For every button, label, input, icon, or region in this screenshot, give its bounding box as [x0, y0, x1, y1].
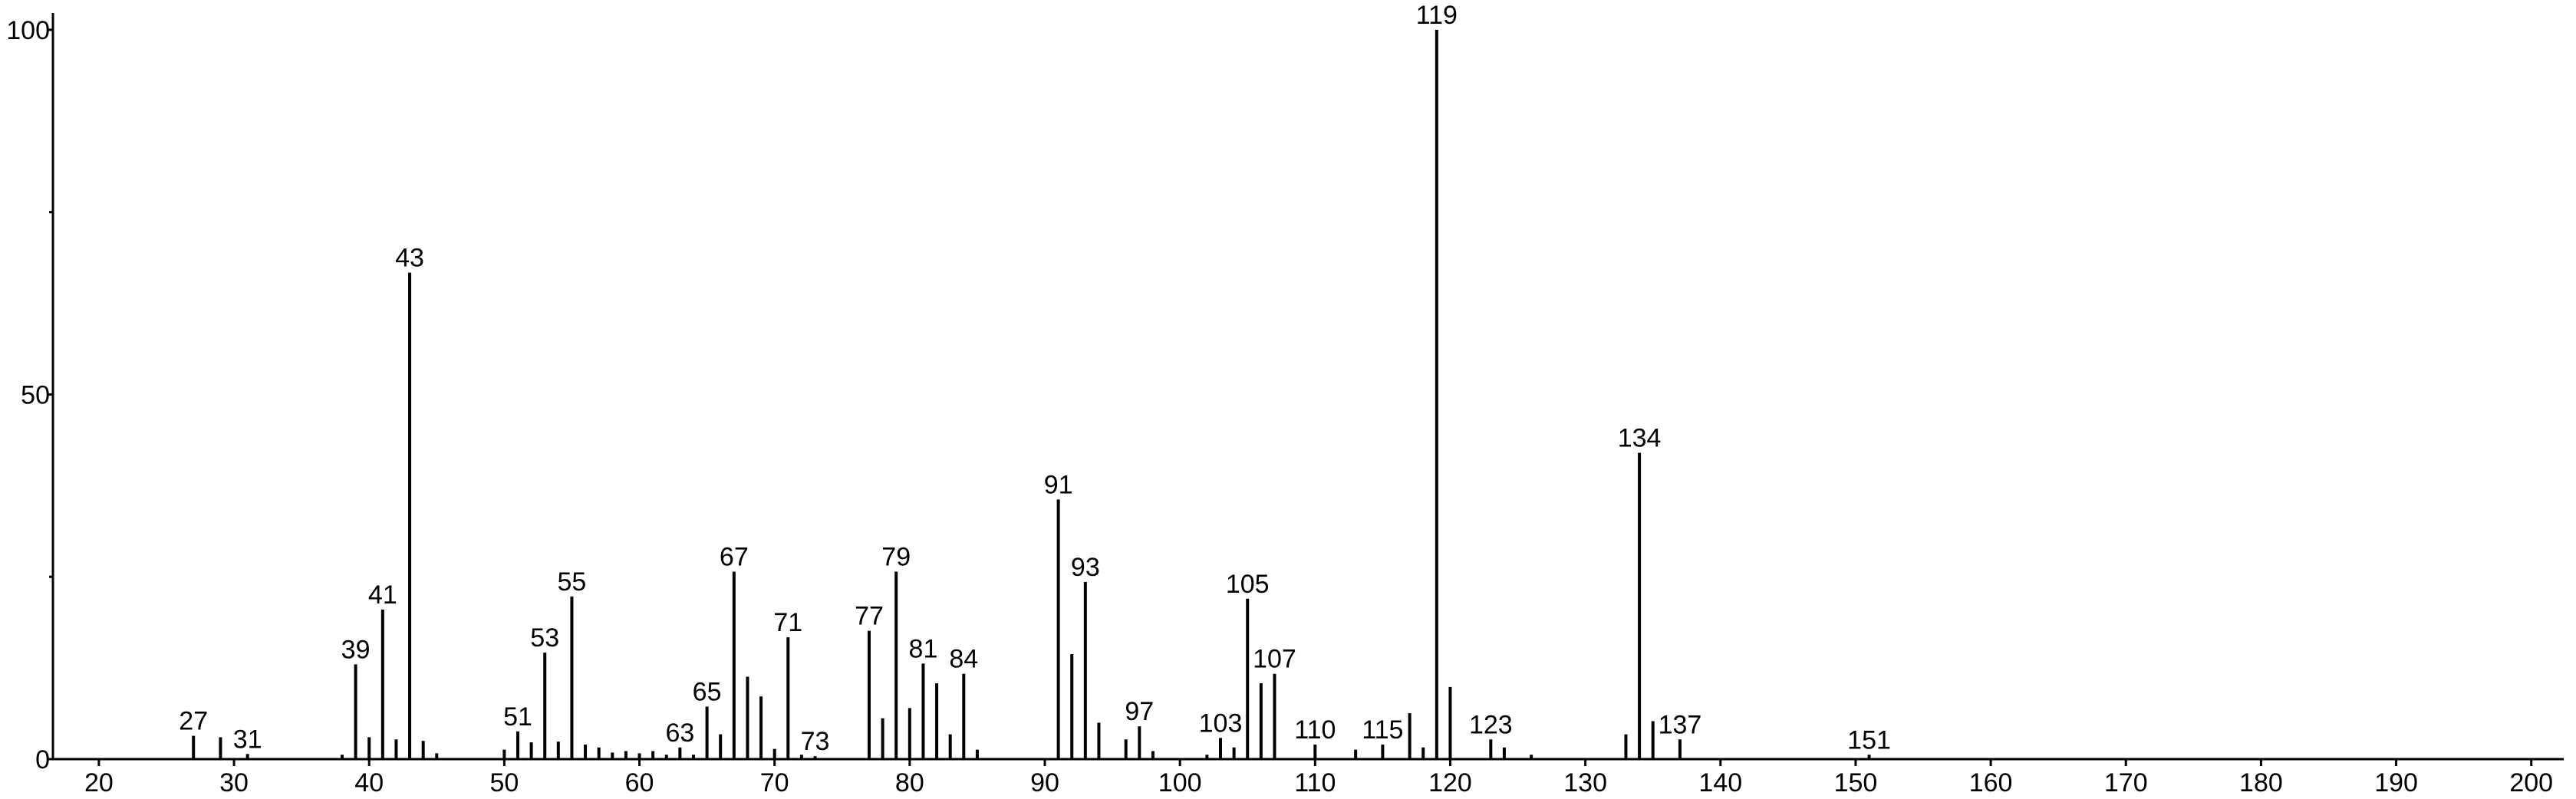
x-tick-label: 80 — [895, 768, 924, 797]
peak-label: 151 — [1847, 725, 1891, 755]
peak-label: 115 — [1362, 715, 1403, 745]
x-tick-label: 70 — [760, 768, 789, 797]
peak-label: 27 — [179, 707, 208, 736]
peak-label: 31 — [233, 725, 262, 754]
peak-label: 84 — [949, 645, 978, 674]
x-tick-label: 190 — [2374, 768, 2418, 797]
x-tick-label: 60 — [625, 768, 654, 797]
peak-label: 137 — [1659, 710, 1702, 739]
peak-label: 81 — [909, 634, 938, 663]
x-tick-label: 120 — [1428, 768, 1472, 797]
peak-label: 73 — [801, 727, 830, 756]
peak-label: 103 — [1199, 709, 1243, 738]
x-tick-label: 30 — [219, 768, 249, 797]
peak-label: 63 — [665, 718, 694, 748]
x-tick-label: 170 — [2104, 768, 2148, 797]
x-tick-label: 160 — [1969, 768, 2013, 797]
x-tick-label: 50 — [489, 768, 519, 797]
peak-label: 77 — [855, 602, 884, 631]
peak-label: 79 — [881, 543, 911, 572]
x-tick-label: 200 — [2509, 768, 2553, 797]
y-tick-label: 100 — [6, 16, 50, 45]
peak-label: 71 — [773, 608, 802, 637]
peak-label: 97 — [1125, 697, 1154, 726]
peak-label: 39 — [341, 635, 371, 664]
peak-label: 55 — [558, 567, 587, 597]
peak-label: 91 — [1044, 470, 1073, 499]
x-tick-label: 140 — [1698, 768, 1742, 797]
peak-label: 105 — [1226, 570, 1270, 599]
peak-label: 134 — [1618, 424, 1662, 453]
x-tick-label: 20 — [84, 768, 114, 797]
x-tick-label: 90 — [1030, 768, 1059, 797]
peak-label: 65 — [693, 678, 722, 707]
peak-label: 51 — [503, 702, 532, 732]
x-tick-label: 130 — [1563, 768, 1607, 797]
y-tick-label: 50 — [21, 380, 50, 409]
peak-label: 123 — [1469, 710, 1513, 739]
peak-label: 41 — [368, 580, 397, 610]
peak-label: 67 — [720, 543, 749, 572]
peak-label: 43 — [395, 244, 424, 273]
peak-label: 93 — [1071, 553, 1100, 582]
peak-label: 53 — [530, 623, 559, 653]
x-tick-label: 150 — [1834, 768, 1878, 797]
peak-label: 110 — [1294, 715, 1336, 745]
x-tick-label: 180 — [2239, 768, 2283, 797]
x-tick-label: 40 — [354, 768, 384, 797]
x-tick-label: 110 — [1294, 768, 1336, 797]
peak-label: 107 — [1253, 645, 1296, 674]
peak-label: 119 — [1416, 1, 1458, 30]
y-tick-label: 0 — [35, 745, 50, 774]
x-tick-label: 100 — [1158, 768, 1202, 797]
